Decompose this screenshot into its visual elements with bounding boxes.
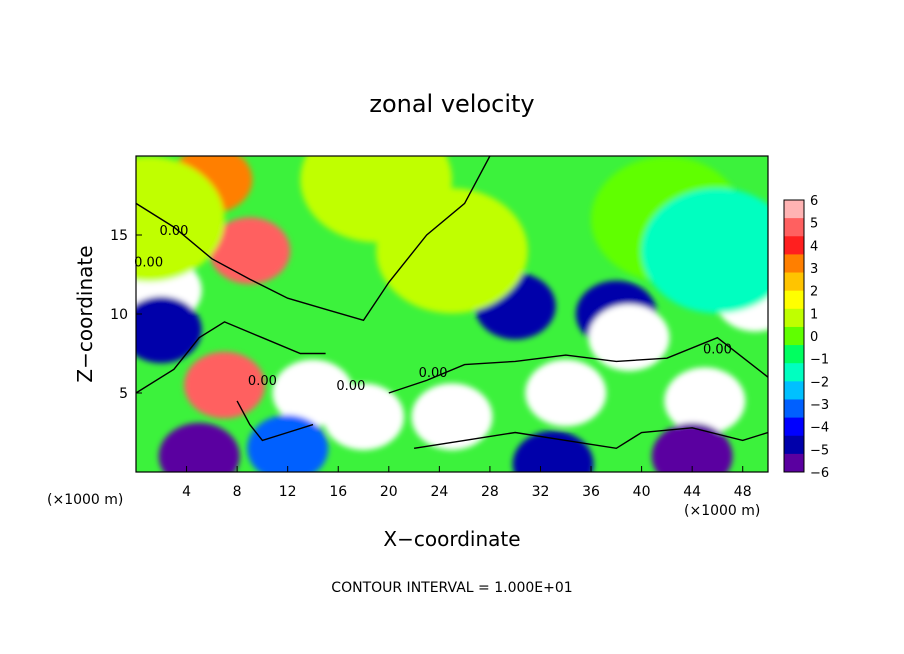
- field-blob: [651, 422, 733, 472]
- colorbar-swatch: [784, 453, 804, 473]
- colorbar-swatch: [784, 272, 804, 292]
- colorbar-swatch: [784, 326, 804, 346]
- colorbar-tick-label: −2: [810, 375, 829, 390]
- zero-contour-line: [236, 400, 314, 442]
- colorbar-swatch: [784, 290, 804, 310]
- y-tick-label: 15: [110, 228, 128, 244]
- field-blob: [664, 367, 746, 435]
- y-tick-label: 10: [110, 307, 128, 323]
- contour-label: 0.00: [248, 374, 277, 389]
- colorbar-tick-label: 0: [810, 330, 818, 345]
- colorbar-tick-label: −6: [810, 466, 829, 481]
- colorbar-swatch: [784, 236, 804, 255]
- field-blob: [525, 359, 607, 427]
- colorbar-swatch: [784, 399, 804, 418]
- field-blob: [411, 383, 493, 451]
- chart-title: zonal velocity: [369, 90, 534, 118]
- contour-label: 0.00: [159, 224, 188, 239]
- colorbar-tick-label: 4: [810, 239, 818, 254]
- field-blob: [376, 188, 528, 314]
- zero-contour-line: [136, 156, 491, 322]
- colorbar-swatch: [784, 417, 804, 437]
- field-blob: [184, 351, 265, 419]
- x-tick-label: 16: [329, 484, 347, 500]
- colorbar-swatch: [784, 363, 804, 382]
- zero-contour-line: [136, 321, 326, 394]
- contour-label: 0.00: [134, 256, 163, 271]
- colorbar-tick-label: 1: [810, 307, 818, 322]
- contour-labels: 0.00 0.00 0.00 0.00 0.00 0.00: [134, 224, 732, 394]
- y-axis-ticks: 5 10 15: [110, 228, 142, 402]
- contour-label: 0.00: [336, 379, 365, 394]
- colorbar-tick-label: 5: [810, 217, 818, 232]
- field-blob: [158, 422, 240, 472]
- colorbar-swatch: [784, 345, 804, 364]
- field-blob: [323, 383, 404, 451]
- colorbar-tick-label: 3: [810, 262, 818, 277]
- zero-contours: [136, 156, 768, 450]
- colorbar-tick-label: 2: [810, 285, 818, 300]
- colorbar-swatch: [784, 218, 804, 237]
- contour-label: 0.00: [703, 343, 732, 358]
- contour-label: 0.00: [419, 366, 448, 381]
- plot-area: 0.000.00 0.000.000.000.00 4 8 12 16 20 24 28 32 3…: [110, 155, 769, 500]
- colorbar-tick-label: −5: [810, 443, 829, 458]
- colorbar-swatch: [784, 200, 804, 219]
- x-tick-label: 36: [582, 484, 600, 500]
- field-blob: [641, 188, 768, 314]
- x-tick-label: 44: [683, 484, 701, 500]
- x-tick-label: 12: [279, 484, 297, 500]
- x-unit-right: (×1000 m): [684, 503, 760, 519]
- x-axis-ticks: 4 8 12 16 20 24 28 32 36 40 44 48: [182, 466, 752, 500]
- x-tick-label: 8: [233, 484, 242, 500]
- colorbar-tick-label: −1: [810, 353, 829, 368]
- field-blob: [588, 304, 670, 372]
- x-unit-left: (×1000 m): [47, 492, 123, 508]
- field-blob: [247, 414, 329, 472]
- y-tick-label: 5: [119, 386, 128, 402]
- colorbar-swatch: [784, 435, 804, 455]
- x-tick-label: 32: [532, 484, 550, 500]
- colorbar-tick-label: 6: [810, 194, 818, 209]
- x-axis-label: X−coordinate: [383, 527, 520, 551]
- x-tick-label: 20: [380, 484, 398, 500]
- y-axis-label: Z−coordinate: [73, 245, 97, 382]
- zero-contour-line: [413, 427, 768, 450]
- x-tick-label: 4: [182, 484, 191, 500]
- field-blob: [136, 296, 202, 364]
- velocity-field: [136, 156, 768, 472]
- colorbar-swatch: [784, 254, 804, 273]
- colorbar-tick-label: −3: [810, 398, 829, 413]
- colorbar-frame: [783, 199, 805, 473]
- x-tick-label: 48: [734, 484, 752, 500]
- zero-contour-line: [388, 336, 768, 394]
- contour-interval-note: CONTOUR INTERVAL = 1.000E+01: [331, 580, 572, 596]
- x-tick-label: 24: [430, 484, 448, 500]
- colorbar-swatch: [784, 308, 804, 328]
- colorbar-tick-label: −4: [810, 421, 829, 436]
- x-tick-label: 28: [481, 484, 499, 500]
- colorbar: 6 5 4 3 2 1 0 −1 −2 −3 −4 −5 −6: [783, 194, 829, 481]
- colorbar-swatch: [784, 381, 804, 400]
- x-tick-label: 40: [633, 484, 651, 500]
